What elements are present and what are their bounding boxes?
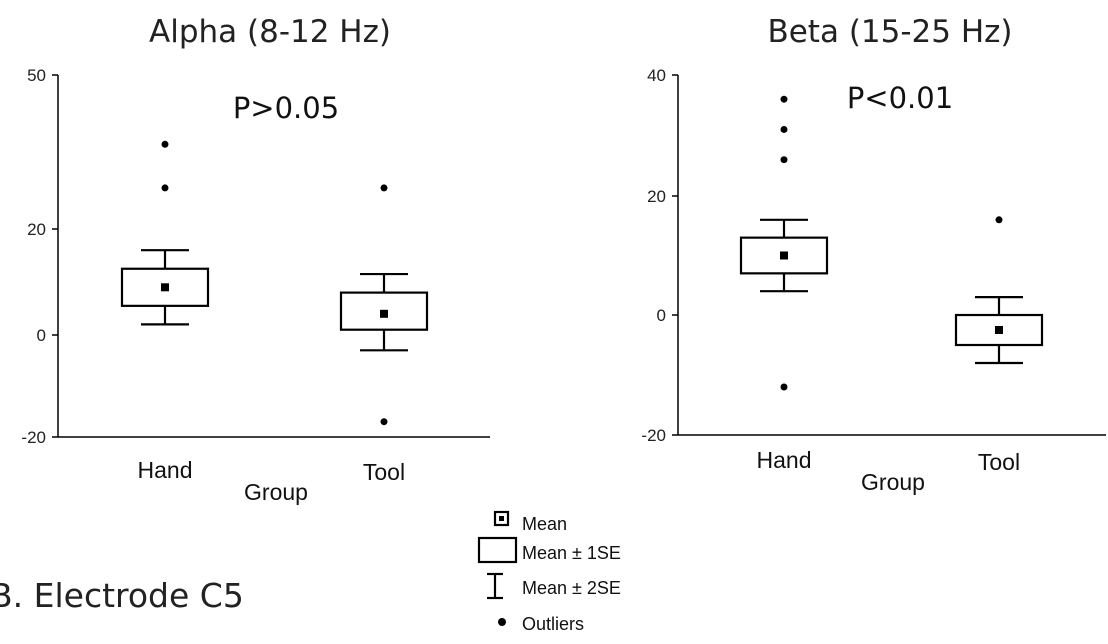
panel-label: B. Electrode C5 [0, 576, 244, 615]
beta-y-tick-label: -20 [641, 426, 666, 445]
legend-outlier-symbol [498, 618, 506, 626]
legend: Mean Mean ± 1SE Mean ± 2SE Outliers [477, 510, 621, 634]
alpha-hand-outlier [161, 140, 169, 148]
alpha-category-tool: Tool [363, 459, 405, 485]
legend-outliers-label: Outliers [522, 614, 584, 634]
beta-hand-outlier [780, 156, 788, 164]
beta-axes: 40 20 0 -20 [641, 66, 1106, 445]
beta-p-value: P<0.01 [847, 81, 953, 115]
alpha-y-tick-label: 0 [37, 326, 46, 345]
alpha-panel: Alpha (8-12 Hz) P>0.05 50 20 0 -20 Hand Too… [21, 14, 490, 505]
beta-hand-mean-marker [780, 251, 788, 260]
beta-x-axis-label: Group [861, 469, 925, 495]
beta-title: Beta (15-25 Hz) [767, 14, 1012, 50]
alpha-hand-outlier [161, 184, 169, 192]
beta-y-tick-label: 0 [657, 306, 666, 325]
beta-hand-outlier [780, 95, 788, 103]
alpha-y-tick-label: -20 [21, 428, 46, 447]
alpha-hand-mean-marker [161, 283, 169, 292]
legend-se1-label: Mean ± 1SE [522, 543, 621, 563]
alpha-tool-outlier [380, 184, 388, 192]
beta-category-hand: Hand [757, 447, 812, 473]
alpha-y-tick-label: 20 [27, 220, 46, 239]
alpha-title: Alpha (8-12 Hz) [149, 14, 391, 50]
beta-y-tick-label: 20 [647, 187, 666, 206]
alpha-x-axis-label: Group [244, 479, 308, 505]
beta-hand-outlier [780, 125, 788, 133]
alpha-tool-mean-marker [380, 309, 388, 318]
alpha-category-hand: Hand [138, 457, 193, 483]
beta-hand-outlier [780, 383, 788, 391]
beta-y-tick-label: 40 [647, 66, 666, 85]
legend-se2-label: Mean ± 2SE [522, 578, 621, 598]
legend-mean-symbol [493, 510, 510, 527]
beta-panel: Beta (15-25 Hz) P<0.01 40 20 0 -20 Hand Too… [641, 14, 1106, 495]
alpha-axes: 50 20 0 -20 [21, 66, 490, 447]
beta-category-tool: Tool [978, 449, 1020, 475]
beta-tool-mean-marker [995, 326, 1003, 334]
legend-se1-symbol [477, 536, 518, 564]
alpha-tool-outlier [380, 418, 388, 426]
alpha-y-tick-label: 50 [27, 66, 46, 85]
legend-mean-label: Mean [522, 514, 567, 534]
alpha-p-value: P>0.05 [233, 91, 339, 125]
beta-tool-outlier [995, 216, 1003, 224]
legend-se2-symbol [487, 572, 503, 600]
